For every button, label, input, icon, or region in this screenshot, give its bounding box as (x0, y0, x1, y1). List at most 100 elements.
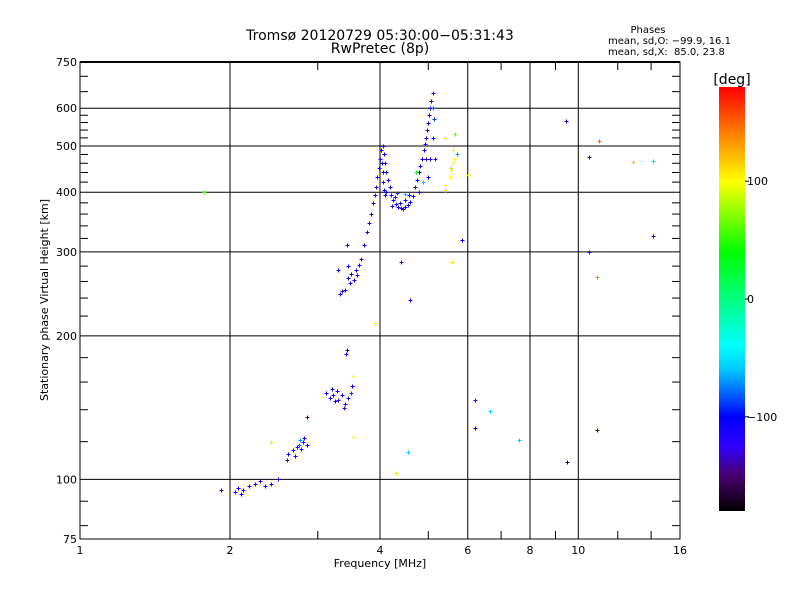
echo-point (383, 193, 388, 198)
colorbar-ticks: 100 0 −100 (745, 175, 777, 424)
echo-point (394, 202, 399, 207)
chart-subtitle: RwPretec (8p) (331, 41, 429, 57)
echo-point (269, 440, 274, 445)
echo-point (344, 352, 349, 357)
x-tick-label: 1 (77, 544, 84, 557)
echo-point (406, 203, 411, 208)
echo-point (298, 438, 303, 443)
echo-point (340, 289, 345, 294)
echo-point (411, 194, 416, 199)
colorbar-tick-label: 0 (747, 293, 754, 306)
echo-point (336, 398, 341, 403)
echo-points (202, 91, 656, 497)
echo-point (349, 391, 354, 396)
echo-point (597, 139, 602, 144)
x-axis-label: Frequency [MHz] (334, 557, 426, 570)
echo-point (424, 157, 429, 162)
grid-lines (80, 62, 680, 539)
echo-point (452, 157, 457, 162)
echo-point (336, 268, 341, 273)
echo-point (390, 204, 395, 209)
echo-point (408, 298, 413, 303)
echo-point (365, 230, 370, 235)
echo-point (291, 448, 296, 453)
echo-point (408, 200, 413, 205)
echo-point (348, 281, 353, 286)
echo-point (388, 185, 393, 190)
stats-x-mode: mean, sd,X: 85.0, 23.8 (608, 47, 725, 58)
echo-point (373, 193, 378, 198)
echo-point (301, 440, 306, 445)
echo-point (420, 157, 425, 162)
echo-point (346, 396, 351, 401)
echo-point (354, 268, 359, 273)
echo-point (394, 471, 399, 476)
echo-point (587, 250, 592, 255)
echo-point (451, 161, 456, 166)
echo-point (427, 113, 432, 118)
echo-point (418, 164, 423, 169)
echo-point (651, 159, 656, 164)
echo-point (431, 91, 436, 96)
echo-point (335, 389, 340, 394)
echo-point (219, 488, 224, 493)
x-tick-label: 6 (464, 544, 471, 557)
echo-point (415, 178, 420, 183)
echo-point (247, 484, 252, 489)
echo-point (269, 482, 274, 487)
echo-point (431, 136, 436, 141)
echo-point (426, 175, 431, 180)
echo-point (369, 212, 374, 217)
echo-point (378, 157, 383, 162)
x-tick-label: 2 (227, 544, 234, 557)
stats-o-mode: mean, sd,O: −99.9, 16.1 (608, 36, 731, 47)
stats-heading: Phases (630, 25, 665, 36)
echo-point (631, 160, 636, 165)
echo-point (351, 374, 356, 379)
x-tick-label: 10 (571, 544, 585, 557)
echo-point (359, 257, 364, 262)
echo-point (449, 166, 454, 171)
y-tick-label: 600 (56, 102, 77, 115)
echo-point (263, 484, 268, 489)
echo-point (595, 275, 600, 280)
echo-point (473, 426, 478, 431)
echo-point (375, 175, 380, 180)
echo-point (297, 443, 302, 448)
y-tick-label: 200 (56, 330, 77, 343)
colorbar-tick-label: −100 (747, 411, 777, 424)
echo-point (460, 238, 465, 243)
chart-title: Tromsø 20120729 05:30:00−05:31:43 (245, 28, 514, 44)
echo-point (403, 198, 408, 203)
echo-point (333, 399, 338, 404)
echo-point (293, 454, 298, 459)
echo-point (346, 276, 351, 281)
echo-point (382, 152, 387, 157)
echo-point (253, 482, 258, 487)
echo-point (383, 161, 388, 166)
echo-point (424, 136, 429, 141)
echo-point (564, 119, 569, 124)
echo-point (241, 488, 246, 493)
echo-point (443, 188, 448, 193)
echo-point (286, 452, 291, 457)
echo-point (305, 443, 310, 448)
echo-point (236, 486, 241, 491)
echo-point (345, 243, 350, 248)
echo-point (448, 175, 453, 180)
echo-point (233, 490, 238, 495)
echo-point (401, 207, 406, 212)
echo-point (395, 191, 400, 196)
echo-point (299, 447, 304, 452)
echo-point (384, 170, 389, 175)
echo-point (338, 292, 343, 297)
echo-point (403, 205, 408, 210)
echo-point (386, 178, 391, 183)
echo-point (399, 260, 404, 265)
echo-point (403, 192, 408, 197)
echo-point (431, 106, 436, 111)
echo-point (384, 190, 389, 195)
echo-point (202, 190, 207, 195)
echo-point (587, 155, 592, 160)
